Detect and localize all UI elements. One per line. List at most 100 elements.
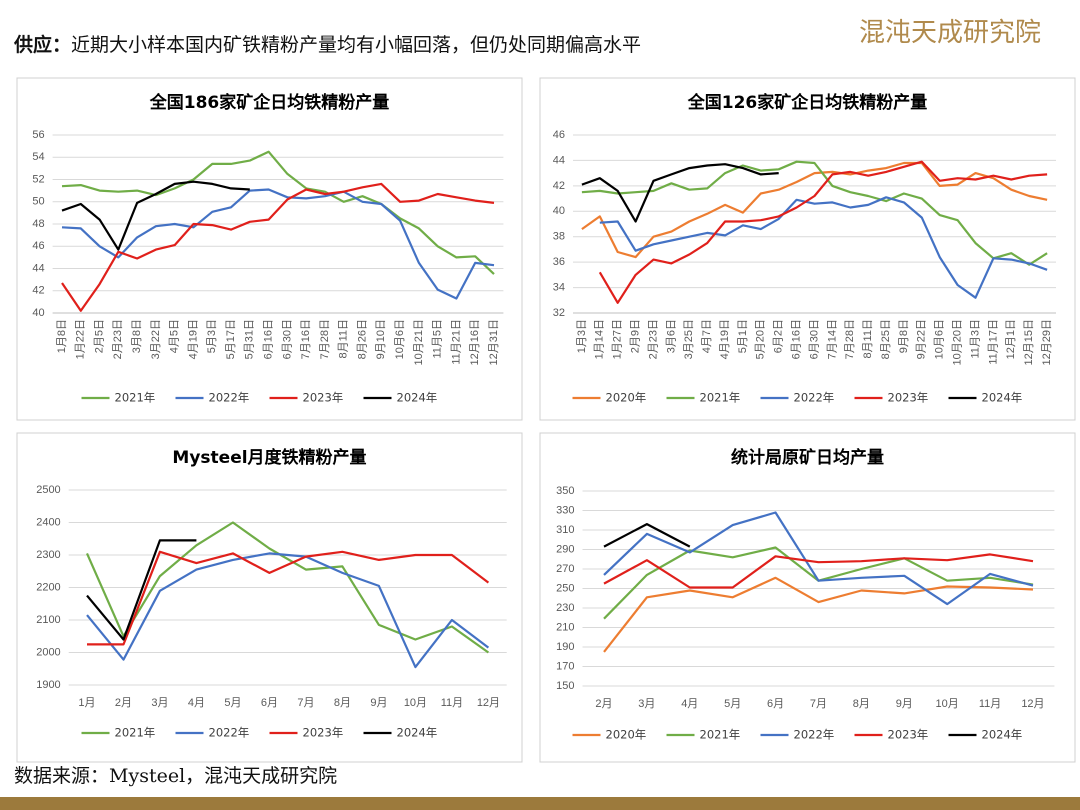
- x-tick-label: 11月21日: [450, 319, 462, 365]
- x-tick-label: 9月: [370, 697, 387, 709]
- series-line: [61, 150, 495, 275]
- y-tick-label: 36: [553, 256, 565, 268]
- x-tick-label: 9月: [896, 698, 913, 710]
- y-tick-label: 330: [556, 504, 574, 516]
- y-tick-label: 250: [556, 582, 574, 594]
- x-tick-label: 6月: [261, 697, 278, 709]
- legend-label: 2021年: [700, 728, 741, 742]
- x-tick-label: 1月22日: [75, 319, 87, 359]
- x-tick-label: 8月25日: [880, 319, 892, 359]
- series-line: [599, 196, 1048, 299]
- legend-label: 2024年: [397, 391, 438, 405]
- legend-label: 2024年: [982, 391, 1023, 405]
- x-tick-label: 8月: [334, 697, 351, 709]
- x-tick-label: 7月16日: [300, 319, 312, 359]
- x-tick-label: 11月3日: [969, 319, 981, 359]
- header-label: 供应：: [13, 33, 71, 56]
- x-tick-label: 2月23日: [112, 319, 124, 359]
- x-tick-label: 6月30日: [808, 319, 820, 359]
- panel: [16, 432, 523, 763]
- x-tick-label: 7月: [810, 698, 827, 710]
- y-tick-label: 2000: [36, 646, 60, 658]
- x-tick-label: 4月19日: [719, 319, 731, 359]
- x-tick-label: 5月3日: [206, 319, 218, 353]
- x-tick-label: 8月26日: [356, 319, 368, 359]
- x-tick-label: 12月16日: [469, 319, 481, 365]
- y-tick-label: 170: [556, 660, 574, 672]
- y-tick-label: 44: [553, 154, 565, 166]
- series-line: [581, 160, 1048, 266]
- y-tick-label: 2100: [36, 614, 60, 626]
- x-tick-label: 5月31日: [244, 319, 256, 359]
- legend-label: 2020年: [606, 728, 647, 742]
- x-tick-label: 1月3日: [576, 319, 588, 353]
- series-line: [61, 180, 250, 251]
- x-tick-label: 11月: [441, 697, 463, 709]
- y-tick-label: 310: [556, 524, 574, 536]
- x-tick-label: 2月5日: [93, 319, 105, 353]
- x-tick-label: 4月19日: [187, 319, 199, 359]
- x-tick-label: 11月17日: [987, 319, 999, 365]
- x-tick-label: 9月10日: [375, 319, 387, 359]
- panel: [539, 432, 1076, 763]
- x-tick-label: 8月11日: [862, 319, 874, 359]
- series-line: [87, 550, 490, 646]
- panel: [16, 77, 523, 421]
- y-tick-label: 230: [556, 602, 574, 614]
- series-line: [598, 160, 1048, 304]
- series-line: [603, 553, 1034, 589]
- y-tick-label: 2300: [36, 549, 60, 561]
- x-tick-label: 12月: [477, 697, 500, 709]
- x-tick-label: 2月: [595, 698, 612, 710]
- legend-label: 2023年: [888, 728, 929, 742]
- x-tick-label: 12月29日: [1041, 319, 1053, 365]
- x-tick-label: 4月5日: [169, 319, 181, 353]
- legend-label: 2023年: [303, 726, 344, 740]
- y-tick-label: 44: [32, 262, 44, 274]
- x-tick-label: 9月8日: [898, 319, 910, 353]
- x-tick-label: 10月20日: [952, 319, 964, 365]
- y-tick-label: 52: [32, 173, 44, 185]
- x-tick-label: 11月5日: [432, 319, 444, 359]
- x-tick-label: 3月25日: [683, 319, 695, 359]
- y-tick-label: 54: [32, 151, 44, 163]
- x-tick-label: 6月30日: [281, 319, 293, 359]
- legend-label: 2020年: [606, 391, 647, 405]
- x-tick-label: 4月: [681, 698, 698, 710]
- chart-title: Mysteel月度铁精粉产量: [172, 447, 366, 468]
- chart-title: 全国126家矿企日均铁精粉产量: [687, 92, 928, 113]
- x-tick-label: 5月20日: [755, 319, 767, 359]
- series-line: [61, 188, 495, 300]
- y-tick-label: 38: [553, 231, 565, 243]
- series-line: [581, 163, 779, 223]
- y-tick-label: 1900: [36, 679, 60, 691]
- y-tick-label: 34: [553, 281, 565, 293]
- x-tick-label: 7月14日: [826, 319, 838, 359]
- legend-label: 2024年: [982, 728, 1023, 742]
- x-tick-label: 8月: [853, 698, 870, 710]
- y-tick-label: 50: [32, 196, 44, 208]
- x-tick-label: 1月27日: [612, 319, 624, 359]
- x-tick-label: 1月14日: [594, 319, 606, 359]
- x-tick-label: 5月17日: [225, 319, 237, 359]
- x-tick-label: 12月15日: [1023, 319, 1035, 365]
- x-tick-label: 10月6日: [934, 319, 946, 359]
- x-tick-label: 10月21日: [413, 319, 425, 365]
- logo: 混沌天成研究院: [859, 18, 1041, 48]
- x-tick-label: 5月: [724, 698, 741, 710]
- x-tick-label: 2月23日: [647, 319, 659, 359]
- x-tick-label: 5月1日: [737, 319, 749, 353]
- x-tick-label: 11月: [979, 698, 1001, 710]
- x-tick-label: 4月: [188, 697, 205, 709]
- y-tick-label: 42: [32, 285, 44, 297]
- y-tick-label: 2500: [36, 484, 60, 496]
- legend-label: 2022年: [794, 391, 835, 405]
- header: 供应：近期大小样本国内矿铁精粉产量均有小幅回落，但仍处同期偏高水平: [13, 33, 641, 56]
- x-tick-label: 9月22日: [916, 319, 928, 359]
- y-tick-label: 150: [556, 680, 574, 692]
- y-tick-label: 48: [32, 218, 44, 230]
- y-tick-label: 42: [553, 180, 565, 192]
- x-tick-label: 10月: [936, 698, 959, 710]
- y-tick-label: 270: [556, 563, 574, 575]
- footer-bar: [0, 797, 1080, 810]
